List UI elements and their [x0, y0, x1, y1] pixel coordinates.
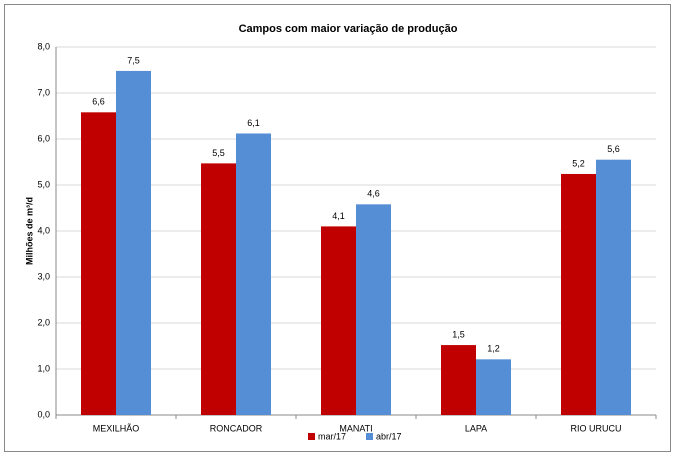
legend-label: abr/17	[376, 431, 402, 441]
value-label: 4,6	[367, 189, 380, 199]
value-label: 4,1	[332, 211, 345, 221]
bar	[356, 204, 391, 415]
bar	[596, 159, 631, 415]
y-tick-label: 7,0	[37, 87, 50, 97]
value-label: 1,5	[452, 329, 465, 339]
x-tick-label: LAPA	[465, 423, 487, 433]
y-tick-label: 4,0	[37, 225, 50, 235]
value-label: 7,5	[127, 55, 140, 65]
bar	[116, 70, 151, 416]
value-label: 6,1	[247, 118, 260, 128]
legend-swatch	[308, 433, 315, 440]
x-tick-label: MANATI	[339, 423, 372, 433]
bar	[441, 345, 476, 415]
bar	[476, 359, 511, 415]
y-tick-label: 2,0	[37, 317, 50, 327]
x-tick-label: MEXILHÃO	[93, 423, 140, 433]
chart-title: Campos com maior variação de produção	[239, 23, 458, 35]
y-tick-label: 1,0	[37, 363, 50, 373]
y-tick-label: 6,0	[37, 133, 50, 143]
value-label: 6,6	[92, 97, 105, 107]
x-tick-label: RIO URUCU	[571, 423, 622, 433]
bar	[561, 173, 596, 415]
legend-label: mar/17	[318, 431, 346, 441]
bar	[236, 133, 271, 416]
y-axis-label: Milhões de m³/d	[24, 197, 34, 265]
bar	[201, 163, 236, 415]
value-label: 5,6	[607, 144, 620, 154]
y-tick-label: 0,0	[37, 409, 50, 419]
bar	[81, 112, 116, 415]
x-tick-label: RONCADOR	[210, 423, 263, 433]
value-label: 1,2	[487, 344, 500, 354]
y-tick-label: 8,0	[37, 41, 50, 51]
y-tick-label: 5,0	[37, 179, 50, 189]
value-label: 5,2	[572, 158, 585, 168]
value-label: 5,5	[212, 148, 225, 158]
legend-swatch	[366, 433, 373, 440]
bar	[321, 226, 356, 415]
y-tick-label: 3,0	[37, 271, 50, 281]
